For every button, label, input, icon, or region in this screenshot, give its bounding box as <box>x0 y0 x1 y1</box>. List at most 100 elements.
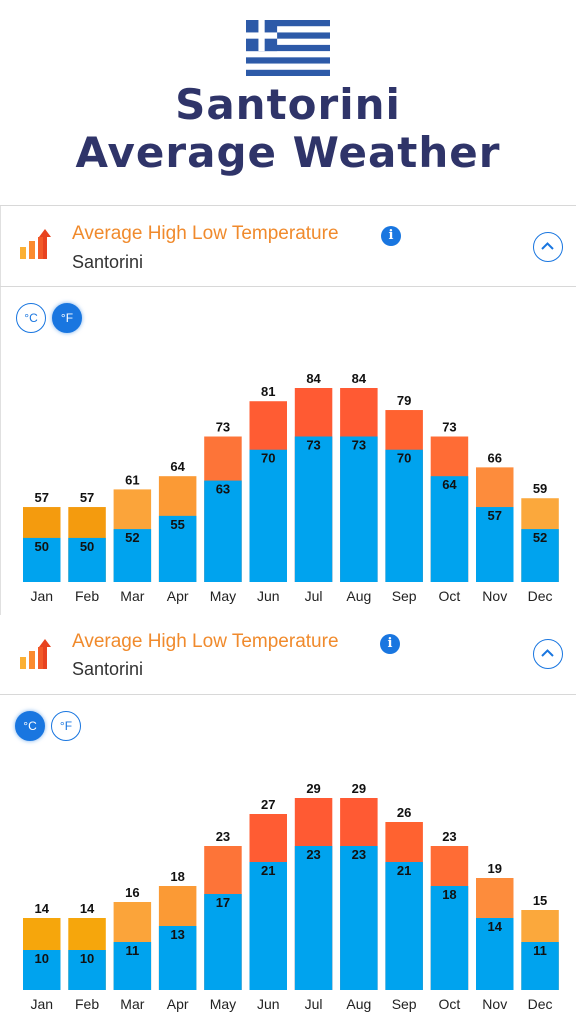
low-bar <box>385 449 423 582</box>
month-label: Dec <box>528 588 553 604</box>
low-value-label: 17 <box>216 895 230 910</box>
month-label: Jan <box>30 588 53 604</box>
panel-title: Average High Low Temperature <box>72 223 339 244</box>
high-value-label: 14 <box>80 901 95 916</box>
low-bar <box>476 507 514 582</box>
collapse-button[interactable] <box>533 232 563 262</box>
month-label: Mar <box>120 996 144 1012</box>
low-value-label: 10 <box>80 951 94 966</box>
high-value-label: 23 <box>216 829 230 844</box>
low-value-label: 73 <box>352 438 366 453</box>
high-value-label: 29 <box>306 781 320 796</box>
page-title-line2: Average Weather <box>75 128 501 177</box>
low-value-label: 13 <box>170 927 184 942</box>
low-value-label: 70 <box>261 451 275 466</box>
bar-chart-icon <box>20 639 51 669</box>
temperature-chart-fahrenheit: 57 50 Jan 57 50 Feb 61 52 Mar 64 55 Apr 73 63 May 81 70 J… <box>23 371 559 604</box>
low-value-label: 73 <box>306 438 320 453</box>
month-label: May <box>210 996 236 1012</box>
collapse-button[interactable] <box>533 639 563 669</box>
low-bar <box>113 942 152 990</box>
high-value-label: 18 <box>170 869 184 884</box>
low-value-label: 14 <box>488 919 503 934</box>
low-bar <box>340 846 378 990</box>
month-label: Oct <box>439 588 461 604</box>
page-title-line1: Santorini <box>175 80 401 129</box>
low-bar <box>68 537 106 582</box>
info-icon[interactable]: i <box>381 226 401 246</box>
low-bar <box>158 515 197 582</box>
panel-left-border <box>0 205 1 615</box>
fahrenheit-toggle[interactable]: °F <box>52 303 82 333</box>
high-value-label: 73 <box>442 420 456 435</box>
month-label: Feb <box>75 588 99 604</box>
panel-subtitle: Santorini <box>72 252 144 272</box>
low-bar <box>158 926 197 990</box>
month-label: Feb <box>75 996 99 1012</box>
low-value-label: 11 <box>533 943 547 958</box>
low-bar <box>249 449 287 582</box>
high-value-label: 81 <box>261 384 275 399</box>
month-label: Dec <box>528 996 553 1012</box>
month-label: May <box>210 588 236 604</box>
month-label: Oct <box>439 996 461 1012</box>
low-value-label: 23 <box>306 847 320 862</box>
month-label: Jun <box>257 996 280 1012</box>
high-value-label: 26 <box>397 805 411 820</box>
low-bar <box>249 862 287 990</box>
month-label: Jun <box>257 588 280 604</box>
high-value-label: 84 <box>352 371 367 386</box>
low-value-label: 21 <box>397 863 411 878</box>
low-bar <box>68 950 106 990</box>
low-value-label: 18 <box>442 887 456 902</box>
low-value-label: 10 <box>35 951 49 966</box>
high-value-label: 59 <box>533 481 547 496</box>
low-value-label: 50 <box>80 539 94 554</box>
low-value-label: 64 <box>442 477 457 492</box>
divider <box>0 286 576 287</box>
divider <box>0 694 576 695</box>
low-bar <box>476 918 514 990</box>
low-bar <box>340 436 378 582</box>
high-value-label: 15 <box>533 893 547 908</box>
low-value-label: 52 <box>533 530 547 545</box>
celsius-toggle[interactable]: °C <box>15 711 45 741</box>
chevron-up-icon <box>541 242 554 250</box>
low-bar <box>23 537 61 582</box>
low-bar <box>294 846 333 990</box>
low-bar <box>23 950 61 990</box>
low-bar <box>294 436 333 582</box>
low-value-label: 50 <box>35 539 49 554</box>
low-bar <box>521 529 559 582</box>
month-label: Mar <box>120 588 144 604</box>
celsius-toggle[interactable]: °C <box>16 303 46 333</box>
fahrenheit-toggle[interactable]: °F <box>51 711 81 741</box>
high-value-label: 66 <box>488 450 502 465</box>
month-label: Jul <box>305 996 323 1012</box>
month-label: Aug <box>346 996 371 1012</box>
temperature-panel-celsius: Average High Low Temperature Santorini i… <box>0 615 576 1024</box>
high-value-label: 16 <box>125 885 139 900</box>
low-bar <box>385 862 423 990</box>
high-value-label: 79 <box>397 393 411 408</box>
month-label: Apr <box>167 588 189 604</box>
low-value-label: 70 <box>397 451 411 466</box>
month-label: Sep <box>392 996 417 1012</box>
low-value-label: 52 <box>125 530 139 545</box>
low-bar <box>521 942 559 990</box>
low-bar <box>113 529 152 582</box>
info-icon[interactable]: i <box>380 634 400 654</box>
high-value-label: 61 <box>125 472 139 487</box>
greek-flag-icon <box>246 20 330 76</box>
month-label: Nov <box>482 588 507 604</box>
month-label: Aug <box>346 588 371 604</box>
divider <box>0 205 576 206</box>
low-bar <box>430 886 469 990</box>
high-value-label: 29 <box>352 781 366 796</box>
high-value-label: 19 <box>488 861 502 876</box>
month-label: Jul <box>305 588 323 604</box>
high-value-label: 57 <box>35 490 49 505</box>
high-value-label: 23 <box>442 829 456 844</box>
high-value-label: 64 <box>170 459 185 474</box>
low-value-label: 55 <box>170 517 184 532</box>
